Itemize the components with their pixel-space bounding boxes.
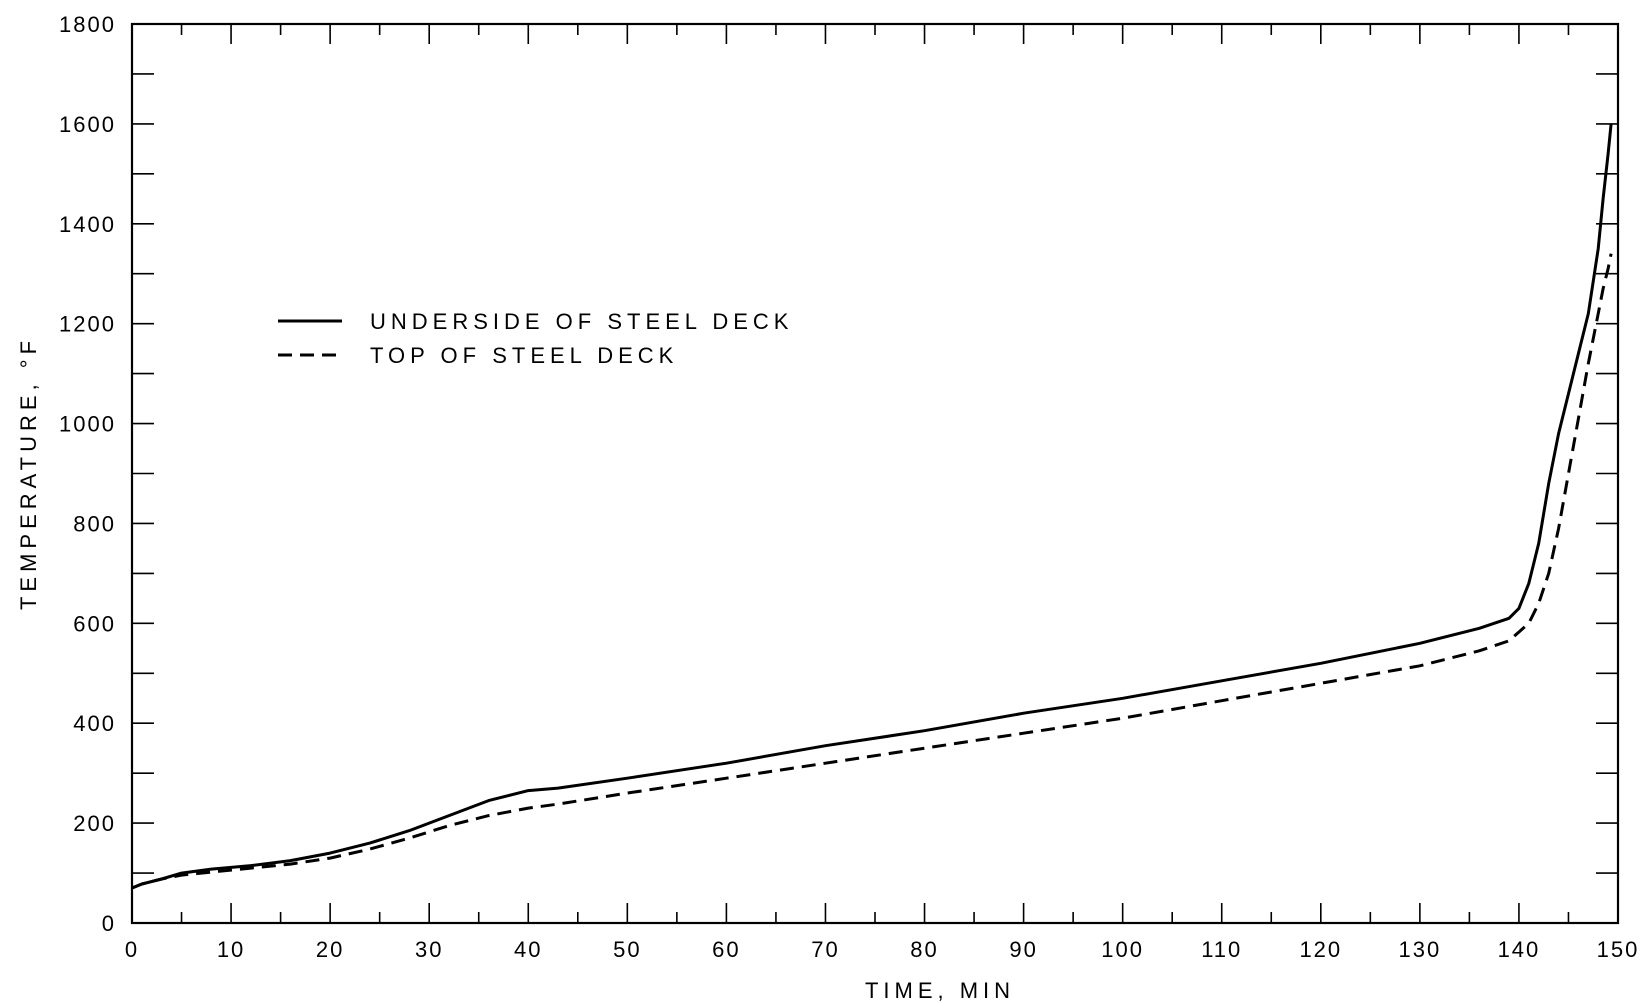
x-tick-label: 10	[217, 937, 245, 962]
plot-frame	[130, 22, 1620, 925]
y-tick-label: 1600	[59, 112, 116, 137]
x-tick-label: 20	[316, 937, 344, 962]
legend-label-top: TOP OF STEEL DECK	[370, 343, 678, 368]
series-line-top-of-steel-deck	[131, 253, 1613, 890]
x-tick-label: 70	[811, 937, 839, 962]
x-tick-label: 0	[125, 937, 139, 962]
x-axis-label: TIME, MIN	[865, 978, 1015, 1003]
y-tick-label: 200	[73, 811, 116, 836]
y-tick-label: 1400	[59, 212, 116, 237]
x-tick-label: 90	[1009, 937, 1037, 962]
x-tick-label: 80	[910, 937, 938, 962]
x-tick-label: 50	[613, 937, 641, 962]
series-lines	[131, 123, 1613, 890]
x-tick-label: 140	[1498, 937, 1541, 962]
legend: UNDERSIDE OF STEEL DECK TOP OF STEEL DEC…	[278, 309, 793, 368]
x-tick-label: 100	[1101, 937, 1144, 962]
series-line-underside-of-steel-deck	[131, 123, 1613, 890]
y-tick-label: 0	[102, 911, 116, 936]
y-tick-label: 1000	[59, 412, 116, 437]
x-tick-label: 110	[1201, 937, 1242, 962]
x-tick-labels: 0 10 20 30 40 50 60 70 80 90 100 110 120 130 140 150	[125, 937, 1640, 962]
y-tick-label: 800	[73, 511, 116, 536]
x-tick-label: 150	[1597, 937, 1640, 962]
x-tick-label: 40	[514, 937, 542, 962]
tick-marks	[131, 23, 1619, 924]
x-tick-label: 120	[1299, 937, 1342, 962]
legend-label-underside: UNDERSIDE OF STEEL DECK	[370, 309, 793, 334]
y-axis-label: TEMPERATURE, °F	[16, 336, 41, 610]
y-tick-label: 600	[73, 611, 116, 636]
x-tick-label: 130	[1399, 937, 1442, 962]
x-tick-label: 60	[712, 937, 740, 962]
y-tick-label: 1800	[59, 12, 116, 37]
y-tick-labels: 0 200 400 600 800 1000 1200 1400 1600 1800	[59, 12, 116, 936]
y-tick-label: 400	[73, 711, 116, 736]
y-tick-label: 1200	[59, 312, 116, 337]
x-tick-label: 30	[415, 937, 443, 962]
